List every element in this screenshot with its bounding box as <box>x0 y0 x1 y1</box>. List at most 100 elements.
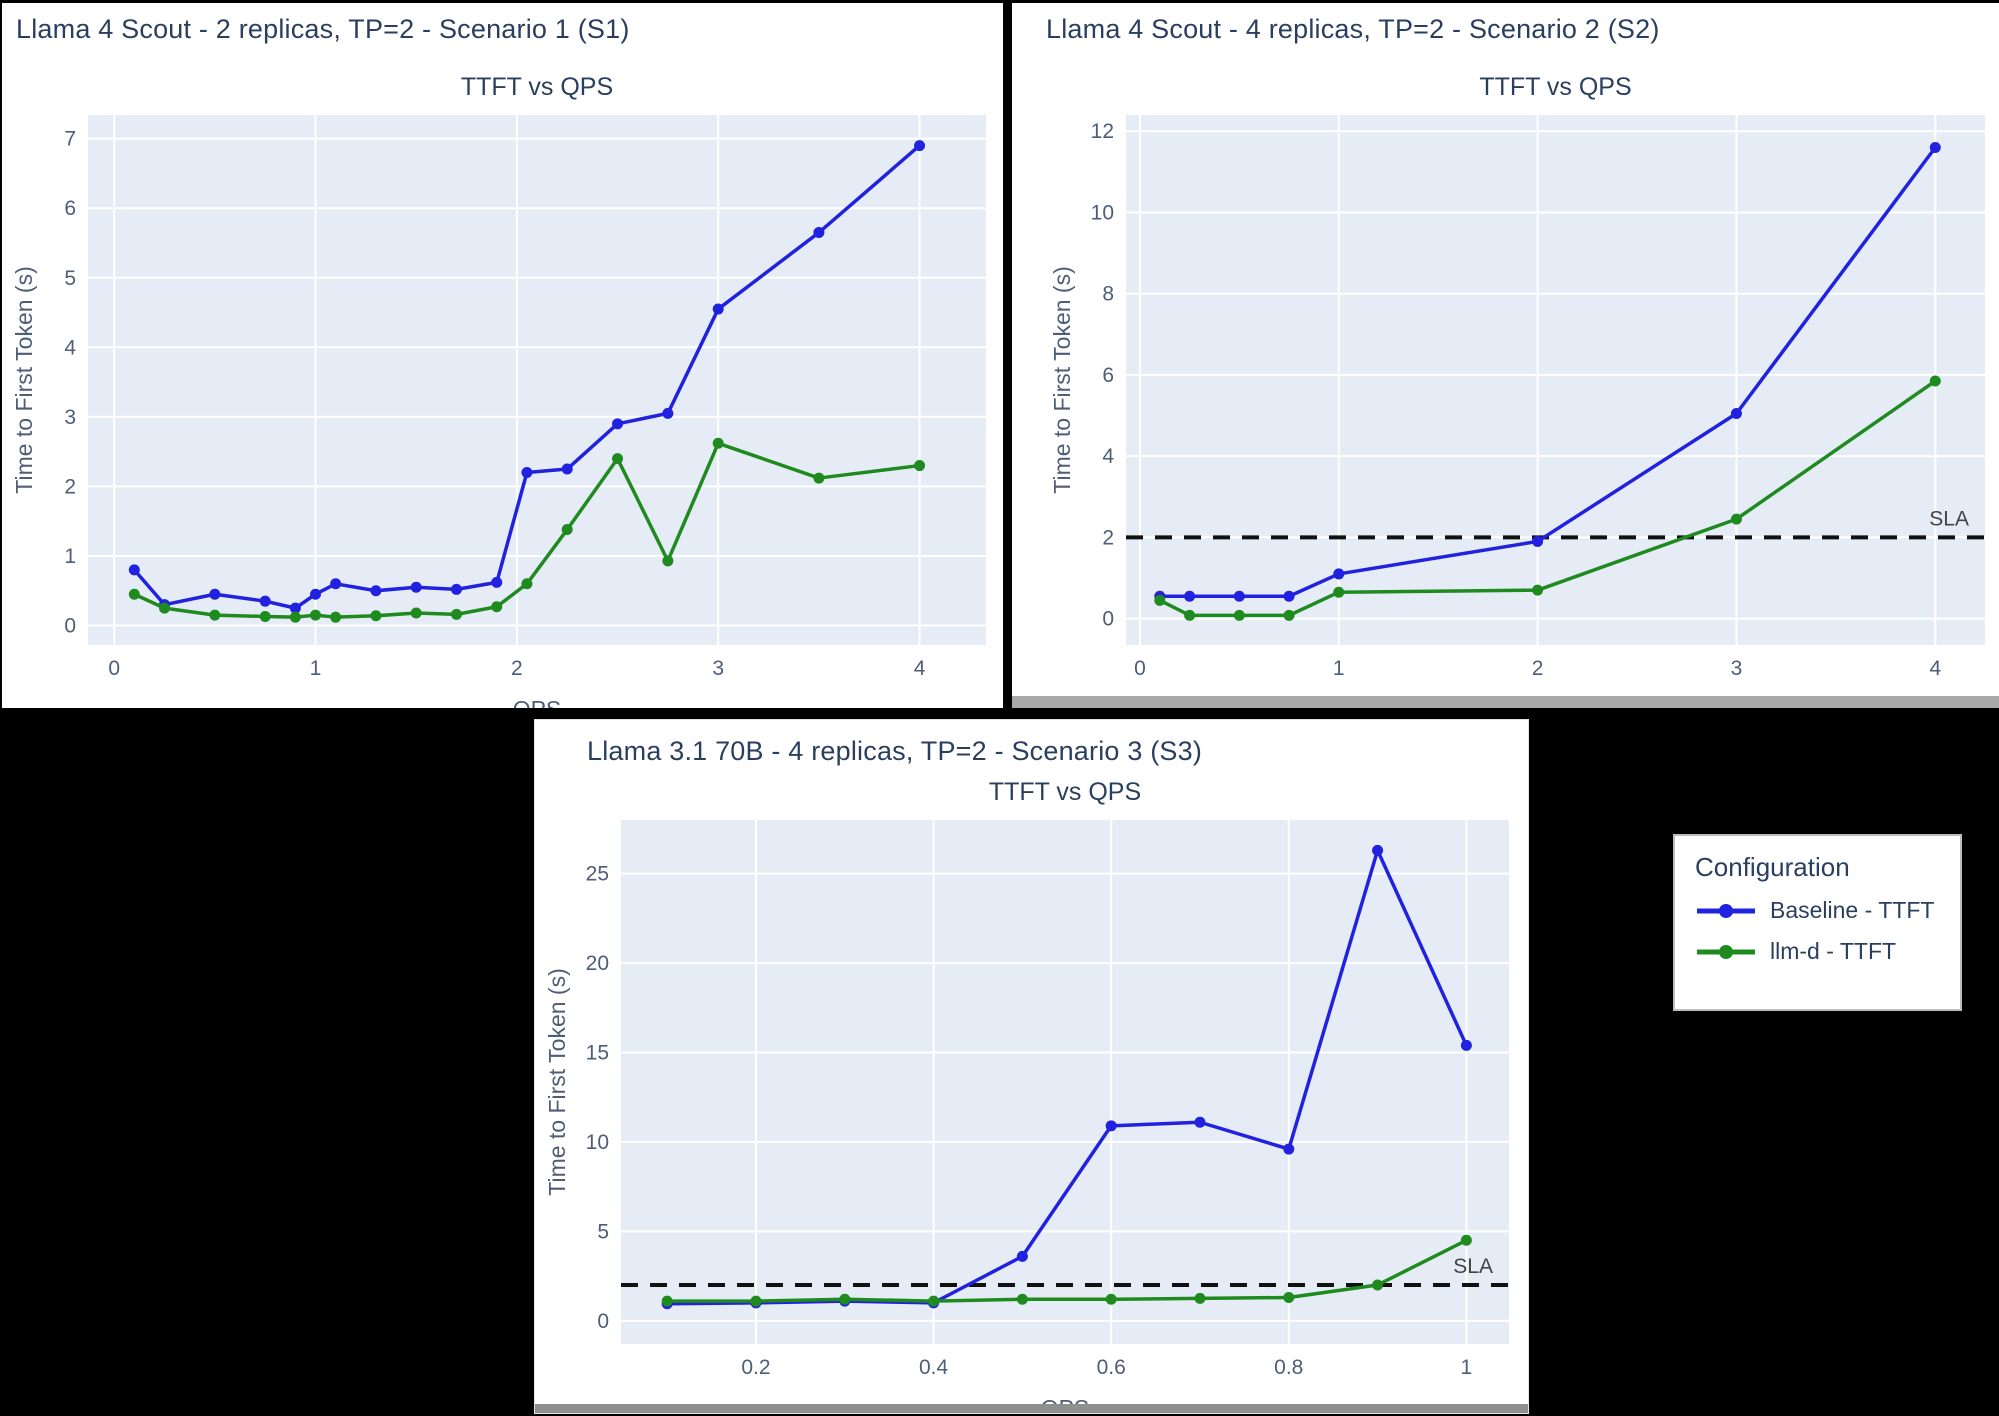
data-point[interactable] <box>928 1295 940 1307</box>
data-point[interactable] <box>914 460 926 472</box>
data-point[interactable] <box>128 564 140 576</box>
tick-labels: 0 1 2 3 4 0 1 2 3 4 5 6 7 <box>64 128 925 680</box>
chart-s3-ttft-vs-qps[interactable]: 0.2 0.4 0.6 0.8 1 0 5 10 15 20 25 TTFT vs QPS QPS Tim… <box>535 720 1528 1416</box>
data-point[interactable] <box>813 227 825 239</box>
x-axis-title: QPS <box>513 696 562 708</box>
svg-text:6: 6 <box>64 197 76 220</box>
data-point[interactable] <box>209 588 221 600</box>
svg-text:3: 3 <box>64 406 76 429</box>
data-point[interactable] <box>1730 408 1742 420</box>
data-point[interactable] <box>662 555 674 567</box>
data-point[interactable] <box>1233 590 1245 602</box>
svg-text:10: 10 <box>586 1131 609 1154</box>
data-point[interactable] <box>310 588 322 600</box>
data-point[interactable] <box>661 1295 673 1307</box>
data-point[interactable] <box>712 437 724 449</box>
plot-area[interactable] <box>621 820 1509 1344</box>
data-point[interactable] <box>1283 1143 1295 1155</box>
data-point[interactable] <box>1460 1234 1472 1246</box>
svg-text:5: 5 <box>597 1220 609 1243</box>
data-point[interactable] <box>1372 844 1384 856</box>
legend-item-llmd[interactable]: llm-d - TTFT <box>1695 938 1960 965</box>
sla-label: SLA <box>1929 507 1969 530</box>
svg-text:4: 4 <box>1102 445 1114 468</box>
svg-text:4: 4 <box>1929 657 1941 680</box>
data-point[interactable] <box>1333 586 1345 598</box>
data-point[interactable] <box>450 583 462 595</box>
data-point[interactable] <box>612 453 624 465</box>
data-point[interactable] <box>521 467 533 479</box>
data-point[interactable] <box>330 578 342 590</box>
data-point[interactable] <box>1283 609 1295 621</box>
data-point[interactable] <box>839 1293 851 1305</box>
data-point[interactable] <box>1532 584 1544 596</box>
svg-text:3: 3 <box>1731 657 1743 680</box>
data-point[interactable] <box>1154 594 1166 606</box>
data-point[interactable] <box>1016 1250 1028 1262</box>
data-point[interactable] <box>1333 568 1345 580</box>
data-point[interactable] <box>209 609 221 621</box>
horizontal-scrollbar[interactable] <box>535 1404 1528 1413</box>
svg-text:2: 2 <box>1532 657 1544 680</box>
data-point[interactable] <box>521 578 533 590</box>
data-point[interactable] <box>370 610 382 622</box>
panel-title-s2: Llama 4 Scout - 4 replicas, TP=2 - Scena… <box>1046 14 1660 44</box>
data-point[interactable] <box>259 595 271 607</box>
data-point[interactable] <box>1105 1120 1117 1132</box>
data-point[interactable] <box>1184 590 1196 602</box>
legend-title: Configuration <box>1695 852 1850 882</box>
data-point[interactable] <box>370 585 382 597</box>
horizontal-scrollbar[interactable] <box>1012 696 1999 708</box>
chart-s1-ttft-vs-qps[interactable]: 0 1 2 3 4 0 1 2 3 4 5 6 7 TTFT vs QPS QPS Time to First… <box>2 3 1003 722</box>
data-point[interactable] <box>1283 590 1295 602</box>
data-point[interactable] <box>1929 375 1941 387</box>
panel-scenario-1: Llama 4 Scout - 2 replicas, TP=2 - Scena… <box>2 3 1003 722</box>
data-point[interactable] <box>491 576 503 588</box>
data-point[interactable] <box>1233 609 1245 621</box>
data-point[interactable] <box>159 602 171 614</box>
data-point[interactable] <box>914 140 926 152</box>
data-point[interactable] <box>1372 1279 1384 1291</box>
svg-text:0.8: 0.8 <box>1274 1356 1303 1379</box>
data-point[interactable] <box>128 588 140 600</box>
data-point[interactable] <box>1929 141 1941 153</box>
data-point[interactable] <box>561 463 573 475</box>
svg-text:6: 6 <box>1102 364 1114 387</box>
svg-text:3: 3 <box>712 657 724 680</box>
data-point[interactable] <box>1184 609 1196 621</box>
data-point[interactable] <box>1532 535 1544 547</box>
data-point[interactable] <box>289 611 301 623</box>
data-point[interactable] <box>1194 1116 1206 1128</box>
data-point[interactable] <box>1730 513 1742 525</box>
data-point[interactable] <box>1283 1292 1295 1304</box>
data-point[interactable] <box>712 303 724 315</box>
data-point[interactable] <box>612 418 624 430</box>
data-point[interactable] <box>561 524 573 536</box>
data-point[interactable] <box>750 1295 762 1307</box>
legend-panel: Configuration Baseline - TTFT llm-d - TT… <box>1673 834 1962 1011</box>
data-point[interactable] <box>662 407 674 419</box>
data-point[interactable] <box>289 602 301 614</box>
legend-item-baseline[interactable]: Baseline - TTFT <box>1695 897 1960 924</box>
panel-scenario-3: Llama 3.1 70B - 4 replicas, TP=2 - Scena… <box>534 719 1529 1416</box>
sla-label: SLA <box>1453 1255 1493 1278</box>
data-point[interactable] <box>1194 1292 1206 1304</box>
data-point[interactable] <box>813 472 825 484</box>
data-point[interactable] <box>410 581 422 593</box>
plot-area[interactable] <box>1126 115 1985 645</box>
data-point[interactable] <box>259 610 271 622</box>
panel-scenario-2: Llama 4 Scout - 4 replicas, TP=2 - Scena… <box>1012 3 1999 722</box>
svg-text:2: 2 <box>1102 526 1114 549</box>
data-point[interactable] <box>310 609 322 621</box>
data-point[interactable] <box>330 611 342 623</box>
data-point[interactable] <box>1105 1293 1117 1305</box>
data-point[interactable] <box>1460 1039 1472 1051</box>
data-point[interactable] <box>491 601 503 613</box>
data-point[interactable] <box>450 608 462 620</box>
data-point[interactable] <box>410 607 422 619</box>
svg-text:0.6: 0.6 <box>1097 1356 1126 1379</box>
data-point[interactable] <box>1016 1293 1028 1305</box>
plot-area[interactable] <box>88 115 986 645</box>
